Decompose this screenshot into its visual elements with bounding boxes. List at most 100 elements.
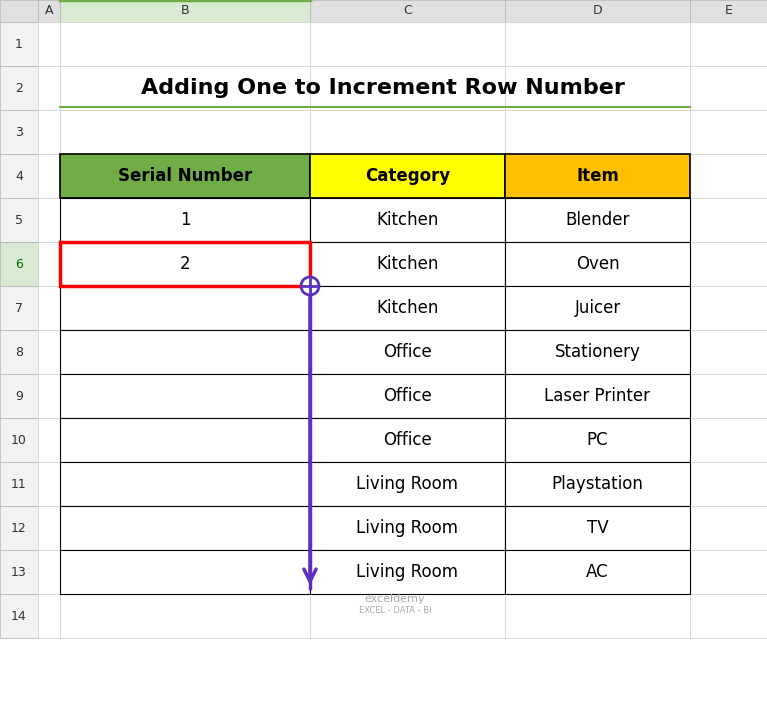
Bar — [310, 462, 505, 506]
Text: Kitchen: Kitchen — [377, 299, 439, 317]
Bar — [505, 22, 690, 66]
Bar — [0, 22, 38, 66]
Bar — [60, 22, 310, 66]
Bar — [60, 242, 310, 286]
Bar — [60, 550, 310, 594]
Text: Office: Office — [384, 387, 432, 405]
Bar — [38, 550, 60, 594]
Bar — [690, 418, 767, 462]
Text: E: E — [725, 4, 732, 18]
Text: AC: AC — [586, 563, 609, 581]
Bar — [60, 198, 310, 242]
Bar — [310, 66, 505, 110]
Bar — [505, 66, 690, 110]
Bar — [310, 418, 505, 462]
Text: 1: 1 — [15, 38, 23, 50]
Bar — [0, 374, 38, 418]
Bar — [60, 242, 310, 286]
Text: TV: TV — [587, 519, 608, 537]
Bar — [38, 198, 60, 242]
Bar — [0, 506, 38, 550]
Text: 12: 12 — [12, 522, 27, 535]
Text: Living Room: Living Room — [357, 519, 459, 537]
Bar — [690, 66, 767, 110]
Text: Kitchen: Kitchen — [377, 255, 439, 273]
Bar — [690, 330, 767, 374]
Text: 2: 2 — [15, 82, 23, 94]
Bar — [60, 0, 310, 22]
Bar — [690, 462, 767, 506]
Text: exceldemy: exceldemy — [364, 594, 426, 604]
Text: 6: 6 — [15, 257, 23, 271]
Bar — [505, 198, 690, 242]
Text: 7: 7 — [15, 301, 23, 315]
Bar — [690, 22, 767, 66]
Bar — [310, 154, 505, 198]
Bar — [0, 462, 38, 506]
Text: Oven: Oven — [576, 255, 619, 273]
Bar — [690, 374, 767, 418]
Bar — [505, 418, 690, 462]
Bar — [690, 242, 767, 286]
Text: 4: 4 — [15, 169, 23, 182]
Text: Office: Office — [384, 431, 432, 449]
Text: Office: Office — [384, 343, 432, 361]
Bar — [310, 506, 505, 550]
Text: D: D — [593, 4, 602, 18]
Bar — [505, 550, 690, 594]
Text: 8: 8 — [15, 345, 23, 359]
Text: Adding One to Increment Row Number: Adding One to Increment Row Number — [141, 78, 625, 98]
Bar — [505, 462, 690, 506]
Text: Blender: Blender — [565, 211, 630, 229]
Bar — [505, 286, 690, 330]
Text: 2: 2 — [179, 255, 190, 273]
Bar — [60, 286, 310, 330]
Bar — [38, 242, 60, 286]
Bar — [690, 286, 767, 330]
Bar — [60, 154, 310, 198]
Bar — [0, 110, 38, 154]
Bar — [690, 506, 767, 550]
Bar — [60, 66, 310, 110]
Bar — [310, 0, 505, 22]
Bar — [38, 594, 60, 638]
Bar — [60, 594, 310, 638]
Bar — [38, 462, 60, 506]
Bar — [505, 374, 690, 418]
Text: 14: 14 — [12, 610, 27, 623]
Text: Living Room: Living Room — [357, 475, 459, 493]
Bar — [38, 330, 60, 374]
Bar — [505, 330, 690, 374]
Bar — [0, 154, 38, 198]
Bar — [38, 0, 60, 22]
Bar — [505, 0, 690, 22]
Bar — [0, 286, 38, 330]
Text: Stationery: Stationery — [555, 343, 640, 361]
Bar — [60, 330, 310, 374]
Text: 2: 2 — [179, 255, 190, 273]
Bar — [310, 198, 505, 242]
Bar — [38, 374, 60, 418]
Bar — [310, 330, 505, 374]
Bar — [505, 594, 690, 638]
Bar — [38, 418, 60, 462]
Bar — [505, 242, 690, 286]
Text: 10: 10 — [11, 433, 27, 447]
Bar — [505, 154, 690, 198]
Bar — [310, 286, 505, 330]
Bar — [310, 242, 505, 286]
Bar — [38, 506, 60, 550]
Circle shape — [301, 277, 319, 295]
Bar — [60, 506, 310, 550]
Text: Laser Printer: Laser Printer — [545, 387, 650, 405]
Bar — [310, 594, 505, 638]
Bar — [690, 110, 767, 154]
Bar — [690, 550, 767, 594]
Bar — [60, 418, 310, 462]
Bar — [38, 154, 60, 198]
Text: EXCEL - DATA - BI: EXCEL - DATA - BI — [359, 606, 431, 615]
Text: Category: Category — [365, 167, 450, 185]
Text: 5: 5 — [15, 213, 23, 226]
Text: B: B — [181, 4, 189, 18]
Text: Serial Number: Serial Number — [118, 167, 252, 185]
